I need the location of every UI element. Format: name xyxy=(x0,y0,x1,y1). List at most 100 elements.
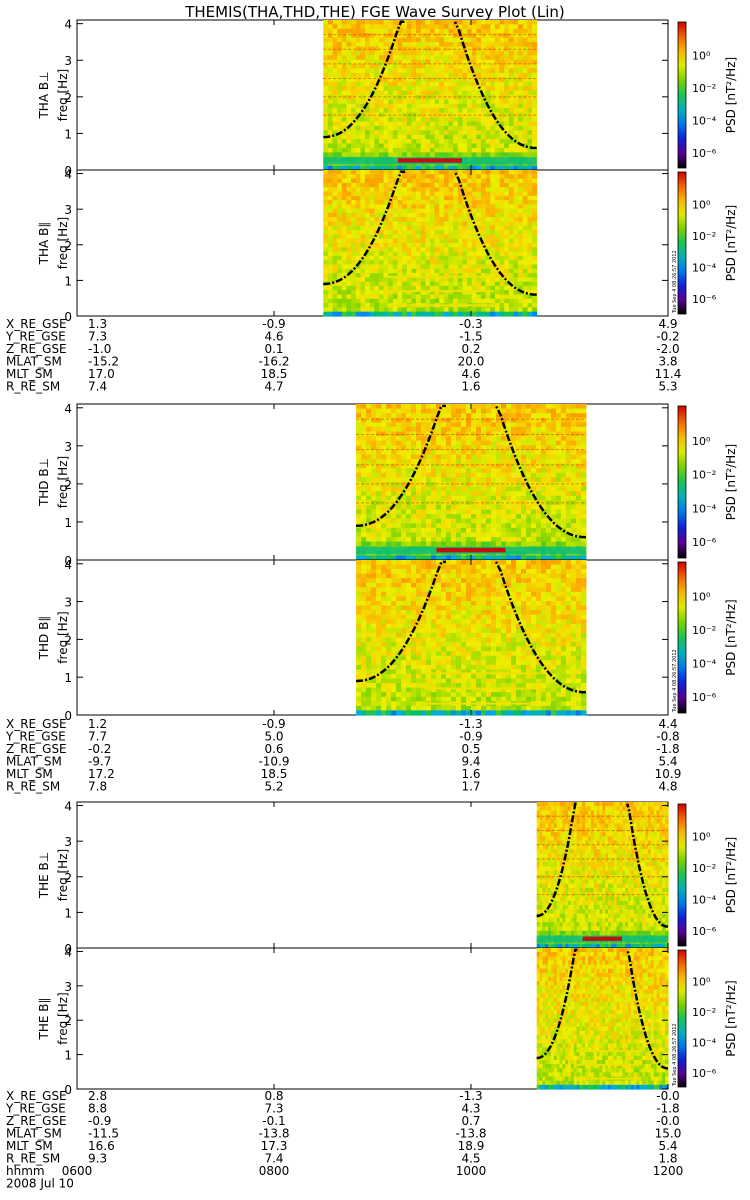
spectrogram-cell xyxy=(476,260,482,266)
spectrogram-cell xyxy=(476,482,482,488)
spectrogram-cell xyxy=(490,178,496,184)
spectrogram-cell xyxy=(441,454,447,460)
spectrogram-cell xyxy=(516,413,522,419)
spectrogram-cell xyxy=(481,555,487,561)
spectrogram-cell xyxy=(388,170,394,175)
spectrogram-cell xyxy=(351,247,357,253)
spectrogram-cell xyxy=(451,491,457,497)
spectrogram-cell xyxy=(499,311,505,317)
spectrogram-cell xyxy=(471,569,477,575)
spectrogram-cell xyxy=(416,285,422,291)
spectrogram-cell xyxy=(337,260,343,266)
spectrogram-cell xyxy=(392,187,398,193)
spectrogram-cell xyxy=(467,290,473,296)
spectrogram-cell xyxy=(337,121,343,127)
spectrogram-cell xyxy=(446,486,452,492)
spectrogram-cell xyxy=(396,459,402,465)
spectrogram-cell xyxy=(545,468,552,474)
spectrogram-cell xyxy=(471,99,477,105)
spectrogram-cell xyxy=(532,264,538,270)
spectrogram-cell xyxy=(360,285,366,291)
spectrogram-cell xyxy=(508,20,514,25)
spectrogram-cell xyxy=(490,238,496,244)
spectrogram-cell xyxy=(369,311,375,317)
spectrogram-cell xyxy=(513,195,519,201)
spectrogram-cell xyxy=(499,77,505,83)
spectrogram-cell xyxy=(501,472,507,478)
spectrogram-cell xyxy=(425,125,431,131)
spectrogram-cell xyxy=(476,125,482,131)
spectrogram-cell xyxy=(337,72,343,78)
spectrogram-cell xyxy=(451,569,457,575)
spectrogram-cell xyxy=(531,449,537,456)
spectrogram-cell xyxy=(430,247,436,253)
spectrogram-cell xyxy=(351,55,357,61)
spectrogram-cell xyxy=(425,33,431,39)
spectrogram-cell xyxy=(485,221,491,227)
spectrogram-cell xyxy=(481,454,487,460)
spectrogram-cell xyxy=(448,307,454,313)
spectrogram-cell xyxy=(436,537,442,543)
spectrogram-cell xyxy=(522,204,528,210)
spectrogram-cell xyxy=(511,495,517,501)
spectrogram-cell xyxy=(397,33,403,39)
spectrogram-cell xyxy=(420,277,426,283)
spectrogram-cell xyxy=(378,46,385,52)
spectrogram-cell xyxy=(420,225,426,231)
spectrogram-cell xyxy=(402,130,408,136)
spectrogram-cell xyxy=(420,143,426,149)
spectrogram-cell xyxy=(406,64,412,70)
ephemeris-value: 17.0 xyxy=(88,367,115,381)
spectrogram-cell xyxy=(381,449,387,456)
spectrogram-cell xyxy=(337,95,343,100)
spectrogram-cell xyxy=(560,459,567,465)
spectrogram-cell xyxy=(545,569,552,575)
spectrogram-cell xyxy=(327,55,334,61)
spectrogram-cell xyxy=(346,247,352,253)
spectrogram-cell xyxy=(448,255,454,261)
spectrogram-cell xyxy=(448,251,454,257)
spectrogram-cell xyxy=(565,495,572,501)
spectrogram-cell xyxy=(397,147,403,153)
spectrogram-cell xyxy=(522,311,528,317)
spectrogram-cell xyxy=(527,238,533,244)
spectrogram-cell xyxy=(555,509,562,515)
spectrogram-cell xyxy=(402,103,408,109)
spectrogram-cell xyxy=(323,204,329,210)
spectrogram-cell xyxy=(374,178,380,184)
spectrogram-cell xyxy=(499,264,505,270)
spectrogram-cell xyxy=(536,527,542,534)
spectrogram-cell xyxy=(436,440,442,446)
spectrogram-cell xyxy=(332,290,338,296)
spectrogram-cell xyxy=(504,68,510,74)
spectrogram-cell xyxy=(411,81,417,87)
spectrogram-cell xyxy=(406,24,412,30)
spectrogram-cell xyxy=(513,307,519,313)
spectrogram-cell xyxy=(378,59,385,65)
spectrogram-cell xyxy=(471,527,477,534)
spectrogram-cell xyxy=(420,307,426,313)
spectrogram-cell xyxy=(443,99,450,105)
spectrogram-cell xyxy=(378,117,385,123)
spectrogram-cell xyxy=(371,564,377,570)
spectrogram-cell xyxy=(565,477,572,483)
spectrogram-cell xyxy=(443,112,450,118)
spectrogram-cell xyxy=(416,311,422,317)
spectrogram-cell xyxy=(365,72,371,78)
spectrogram-cell xyxy=(341,178,347,184)
spectrogram-cell xyxy=(421,468,427,474)
spectrogram-cell xyxy=(327,298,334,304)
spectrogram-cell xyxy=(499,55,505,61)
spectrogram-cell xyxy=(337,125,343,131)
spectrogram-cell xyxy=(392,285,398,291)
spectrogram-cell xyxy=(366,417,372,423)
spectrogram-cell xyxy=(536,413,542,419)
spectrogram-cell xyxy=(360,294,366,300)
spectrogram-cell xyxy=(457,143,463,149)
spectrogram-cell xyxy=(570,482,577,488)
spectrogram-cell xyxy=(371,426,377,433)
spectrogram-cell xyxy=(467,260,473,266)
spectrogram-cell xyxy=(323,255,329,261)
spectrogram-cell xyxy=(361,422,367,428)
spectrogram-cell xyxy=(499,195,505,201)
